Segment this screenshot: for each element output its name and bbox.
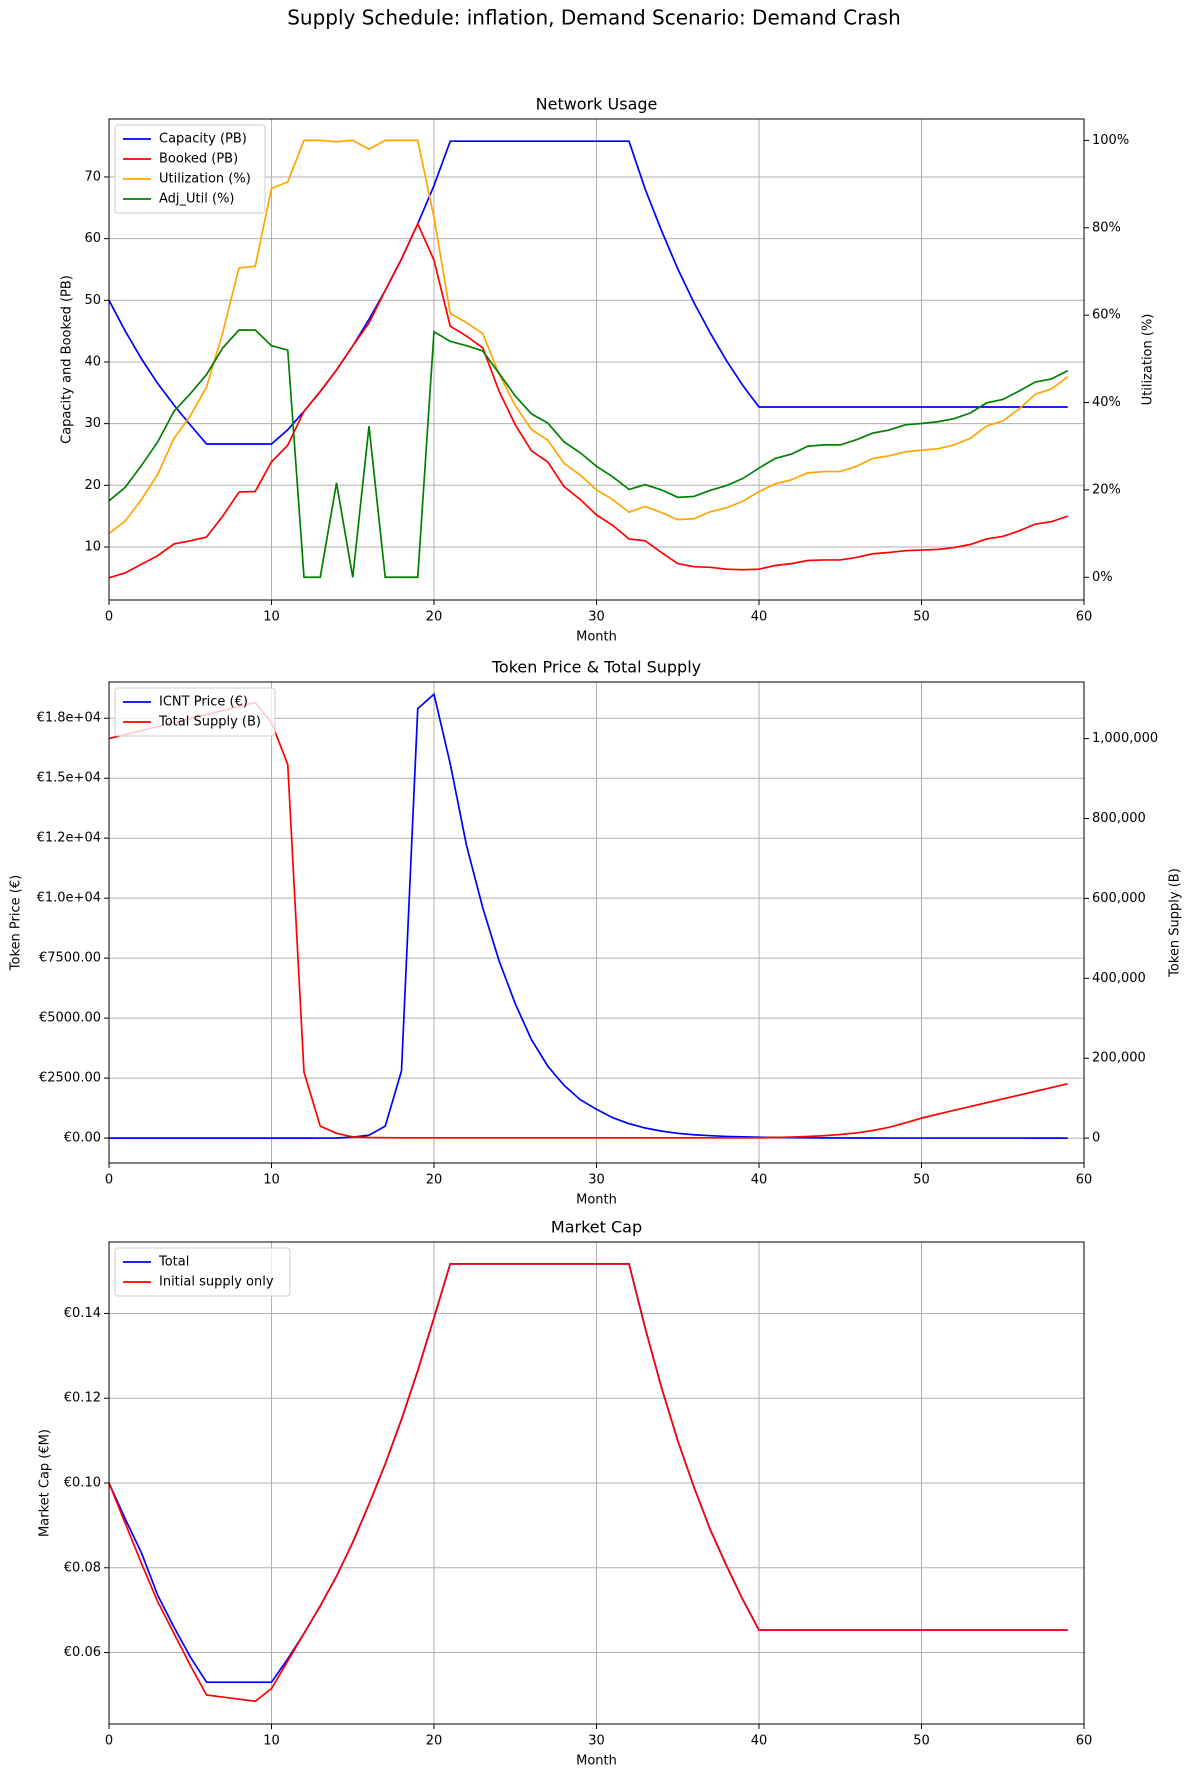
y2-tick-label: 20% xyxy=(1092,482,1121,497)
y2-tick-label: 0% xyxy=(1092,570,1113,585)
y-tick-label: €0.00 xyxy=(64,1131,101,1146)
y-tick-label: 70 xyxy=(84,169,101,184)
legend-label: Capacity (PB) xyxy=(159,132,247,147)
y-tick-label: €0.08 xyxy=(64,1560,101,1575)
x-axis-label: Month xyxy=(576,1193,617,1208)
x-tick-label: 0 xyxy=(105,1173,113,1188)
y2-axis-label: Token Supply (B) xyxy=(1168,868,1183,978)
y-axis-label: Market Cap (€M) xyxy=(38,1429,53,1537)
x-tick-label: 30 xyxy=(588,610,605,625)
series-line xyxy=(108,1263,1068,1684)
y-tick-label: €5000.00 xyxy=(39,1011,101,1026)
y2-tick-label: 40% xyxy=(1092,395,1121,410)
y2-tick-label: 800,000 xyxy=(1092,811,1146,826)
x-tick-label: 50 xyxy=(913,1734,930,1749)
y2-tick-label: 0 xyxy=(1092,1131,1100,1146)
plot-frame xyxy=(108,118,1085,601)
y-tick-label: 40 xyxy=(84,354,101,369)
y-tick-label: €1.8e+04 xyxy=(37,711,101,726)
series-line xyxy=(108,329,1069,579)
y2-tick-label: 1,000,000 xyxy=(1092,731,1158,746)
y-tick-label: €0.12 xyxy=(64,1391,101,1406)
legend-box xyxy=(114,124,266,214)
figure-title: Supply Schedule: inflation, Demand Scena… xyxy=(287,6,901,30)
y-tick-label: 10 xyxy=(84,539,101,554)
chart-title: Network Usage xyxy=(536,95,658,114)
y-tick-label: €0.14 xyxy=(64,1306,101,1321)
plot-frame xyxy=(108,681,1085,1164)
x-tick-label: 40 xyxy=(751,610,768,625)
x-tick-label: 10 xyxy=(263,1734,280,1749)
legend-label: Booked (PB) xyxy=(159,152,238,167)
x-axis-label: Month xyxy=(576,1754,617,1769)
x-tick-label: 10 xyxy=(263,610,280,625)
y2-tick-label: 200,000 xyxy=(1092,1051,1146,1066)
y-tick-label: 60 xyxy=(84,231,101,246)
y2-axis-label: Utilization (%) xyxy=(1141,314,1156,406)
chart-title: Market Cap xyxy=(551,1218,642,1237)
y-axis-label: Token Price (€) xyxy=(9,875,24,971)
x-tick-label: 50 xyxy=(913,610,930,625)
x-tick-label: 0 xyxy=(105,610,113,625)
series-line xyxy=(108,1263,1068,1703)
y-tick-label: €7500.00 xyxy=(39,951,101,966)
legend-label: Total xyxy=(158,1255,189,1270)
y-tick-label: 30 xyxy=(84,416,101,431)
y-tick-label: 20 xyxy=(84,478,101,493)
x-tick-label: 10 xyxy=(263,1173,280,1188)
y-tick-label: €1.2e+04 xyxy=(37,831,101,846)
y2-tick-label: 80% xyxy=(1092,220,1121,235)
x-axis-label: Month xyxy=(576,630,617,645)
x-tick-label: 30 xyxy=(588,1173,605,1188)
x-tick-label: 20 xyxy=(426,1734,443,1749)
y-tick-label: €1.0e+04 xyxy=(37,891,101,906)
plot-frame xyxy=(108,1241,1085,1725)
y-tick-label: 50 xyxy=(84,293,101,308)
x-tick-label: 50 xyxy=(913,1173,930,1188)
y2-tick-label: 400,000 xyxy=(1092,971,1146,986)
x-tick-label: 40 xyxy=(751,1173,768,1188)
chart-title: Token Price & Total Supply xyxy=(491,658,701,677)
x-tick-label: 30 xyxy=(588,1734,605,1749)
x-tick-label: 0 xyxy=(105,1734,113,1749)
y-tick-label: €2500.00 xyxy=(39,1071,101,1086)
legend-label: Utilization (%) xyxy=(159,172,251,187)
y-tick-label: €0.06 xyxy=(64,1645,101,1660)
y-axis-label: Capacity and Booked (PB) xyxy=(60,275,75,444)
series-line xyxy=(108,140,1068,445)
series-line xyxy=(108,701,1068,1139)
legend-label: Initial supply only xyxy=(159,1275,274,1290)
series-line xyxy=(109,692,1068,1139)
x-tick-label: 60 xyxy=(1076,1734,1093,1749)
legend-label: Adj_Util (%) xyxy=(159,192,235,207)
x-tick-label: 60 xyxy=(1076,610,1093,625)
series-line xyxy=(108,139,1069,535)
series-line xyxy=(108,221,1069,579)
x-tick-label: 60 xyxy=(1076,1173,1093,1188)
legend-box xyxy=(114,687,276,737)
y2-tick-label: 600,000 xyxy=(1092,891,1146,906)
x-tick-label: 40 xyxy=(751,1734,768,1749)
legend-label: Total Supply (B) xyxy=(158,715,261,730)
x-tick-label: 20 xyxy=(426,1173,443,1188)
y-tick-label: €0.10 xyxy=(64,1476,101,1491)
y2-tick-label: 60% xyxy=(1092,308,1121,323)
legend-label: ICNT Price (€) xyxy=(159,695,248,710)
y-tick-label: €1.5e+04 xyxy=(37,771,101,786)
legend-box xyxy=(114,1247,291,1297)
y2-tick-label: 100% xyxy=(1092,133,1129,148)
x-tick-label: 20 xyxy=(426,610,443,625)
